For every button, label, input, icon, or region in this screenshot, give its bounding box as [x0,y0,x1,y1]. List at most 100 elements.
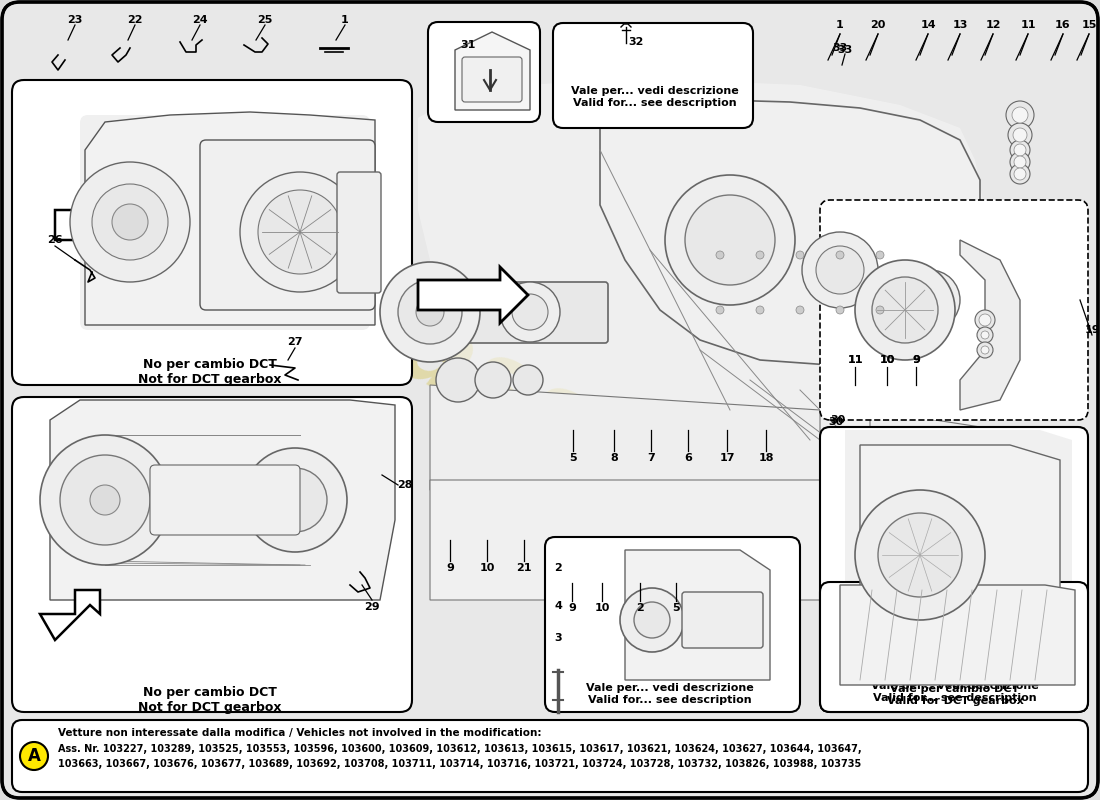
Circle shape [855,490,984,620]
Text: Vale per... vedi descrizione
Valid for... see description: Vale per... vedi descrizione Valid for..… [871,682,1038,702]
Polygon shape [840,585,1075,685]
Circle shape [975,310,996,330]
Text: 10: 10 [594,603,609,613]
Text: 8: 8 [610,453,618,463]
Text: 10: 10 [480,563,495,573]
Text: 26: 26 [47,235,63,245]
FancyBboxPatch shape [12,80,412,385]
Text: 20: 20 [870,20,886,30]
Circle shape [60,455,150,545]
Text: 3: 3 [554,633,562,643]
Text: No per cambio DCT
Not for DCT gearbox: No per cambio DCT Not for DCT gearbox [139,358,282,386]
Text: 24: 24 [192,15,208,25]
Circle shape [977,327,993,343]
Circle shape [1008,123,1032,147]
Text: Vale per... vedi descrizione
Valid for... see description: Vale per... vedi descrizione Valid for..… [586,683,754,705]
Polygon shape [845,430,1072,680]
Text: 4: 4 [554,601,562,611]
Circle shape [475,362,512,398]
Polygon shape [55,198,165,252]
FancyBboxPatch shape [820,582,1088,712]
Polygon shape [455,32,530,110]
Polygon shape [960,240,1020,410]
Text: 11: 11 [847,355,862,365]
Polygon shape [40,590,100,640]
Text: 33: 33 [833,43,848,53]
Circle shape [1013,128,1027,142]
Circle shape [416,298,444,326]
Text: 17: 17 [719,453,735,463]
Text: 9: 9 [568,603,576,613]
Text: 25: 25 [257,15,273,25]
Text: 22: 22 [128,15,143,25]
Circle shape [40,435,170,565]
Circle shape [756,306,764,314]
Polygon shape [625,550,770,680]
Circle shape [878,513,962,597]
Text: 30: 30 [828,417,844,427]
Circle shape [436,358,480,402]
Text: 1: 1 [341,15,349,25]
FancyBboxPatch shape [80,115,370,330]
Text: 13: 13 [953,20,968,30]
Text: 9: 9 [447,563,454,573]
Text: 21: 21 [516,563,531,573]
Polygon shape [85,112,375,325]
FancyBboxPatch shape [12,720,1088,792]
Circle shape [876,306,884,314]
Polygon shape [418,80,990,532]
Text: 31: 31 [460,40,475,50]
Circle shape [836,251,844,259]
Text: 14: 14 [921,20,936,30]
Text: 6: 6 [684,453,692,463]
Text: 2: 2 [554,563,562,573]
Text: Vetture non interessate dalla modifica / Vehicles not involved in the modificati: Vetture non interessate dalla modifica /… [58,728,541,738]
Text: 15: 15 [1081,20,1097,30]
Text: 10: 10 [879,355,894,365]
Circle shape [756,251,764,259]
FancyBboxPatch shape [428,22,540,122]
Text: 103663, 103667, 103676, 103677, 103689, 103692, 103708, 103711, 103714, 103716, : 103663, 103667, 103676, 103677, 103689, … [58,759,861,769]
Text: 9: 9 [912,355,920,365]
Text: 9: 9 [912,355,920,365]
Polygon shape [50,400,395,600]
Polygon shape [430,385,1000,505]
Text: 11: 11 [847,355,862,365]
Circle shape [634,602,670,638]
Circle shape [716,251,724,259]
Circle shape [243,448,346,552]
Text: 28: 28 [397,480,412,490]
Circle shape [802,232,878,308]
FancyBboxPatch shape [417,282,608,343]
Circle shape [900,270,960,330]
Circle shape [981,346,989,354]
Circle shape [1012,107,1028,123]
Circle shape [620,588,684,652]
Text: 19: 19 [1085,325,1100,335]
Circle shape [263,468,327,532]
Circle shape [836,306,844,314]
Circle shape [872,277,938,343]
Polygon shape [600,100,980,365]
Circle shape [70,162,190,282]
Text: Vale per... vedi descrizione
Valid for... see description: Vale per... vedi descrizione Valid for..… [571,86,739,108]
Text: 18: 18 [758,453,773,463]
FancyBboxPatch shape [820,200,1088,420]
Circle shape [1010,164,1030,184]
Text: 11: 11 [1021,20,1036,30]
FancyBboxPatch shape [544,537,800,712]
Circle shape [1010,152,1030,172]
FancyBboxPatch shape [462,57,522,102]
Text: 5: 5 [672,603,680,613]
Circle shape [1006,101,1034,129]
Circle shape [513,365,543,395]
Circle shape [379,262,480,362]
Circle shape [1014,168,1026,180]
Circle shape [258,190,342,274]
Text: 23: 23 [67,15,82,25]
Text: 2: 2 [636,603,644,613]
Polygon shape [418,267,528,323]
Polygon shape [860,445,1060,650]
Circle shape [666,175,795,305]
FancyBboxPatch shape [150,465,300,535]
